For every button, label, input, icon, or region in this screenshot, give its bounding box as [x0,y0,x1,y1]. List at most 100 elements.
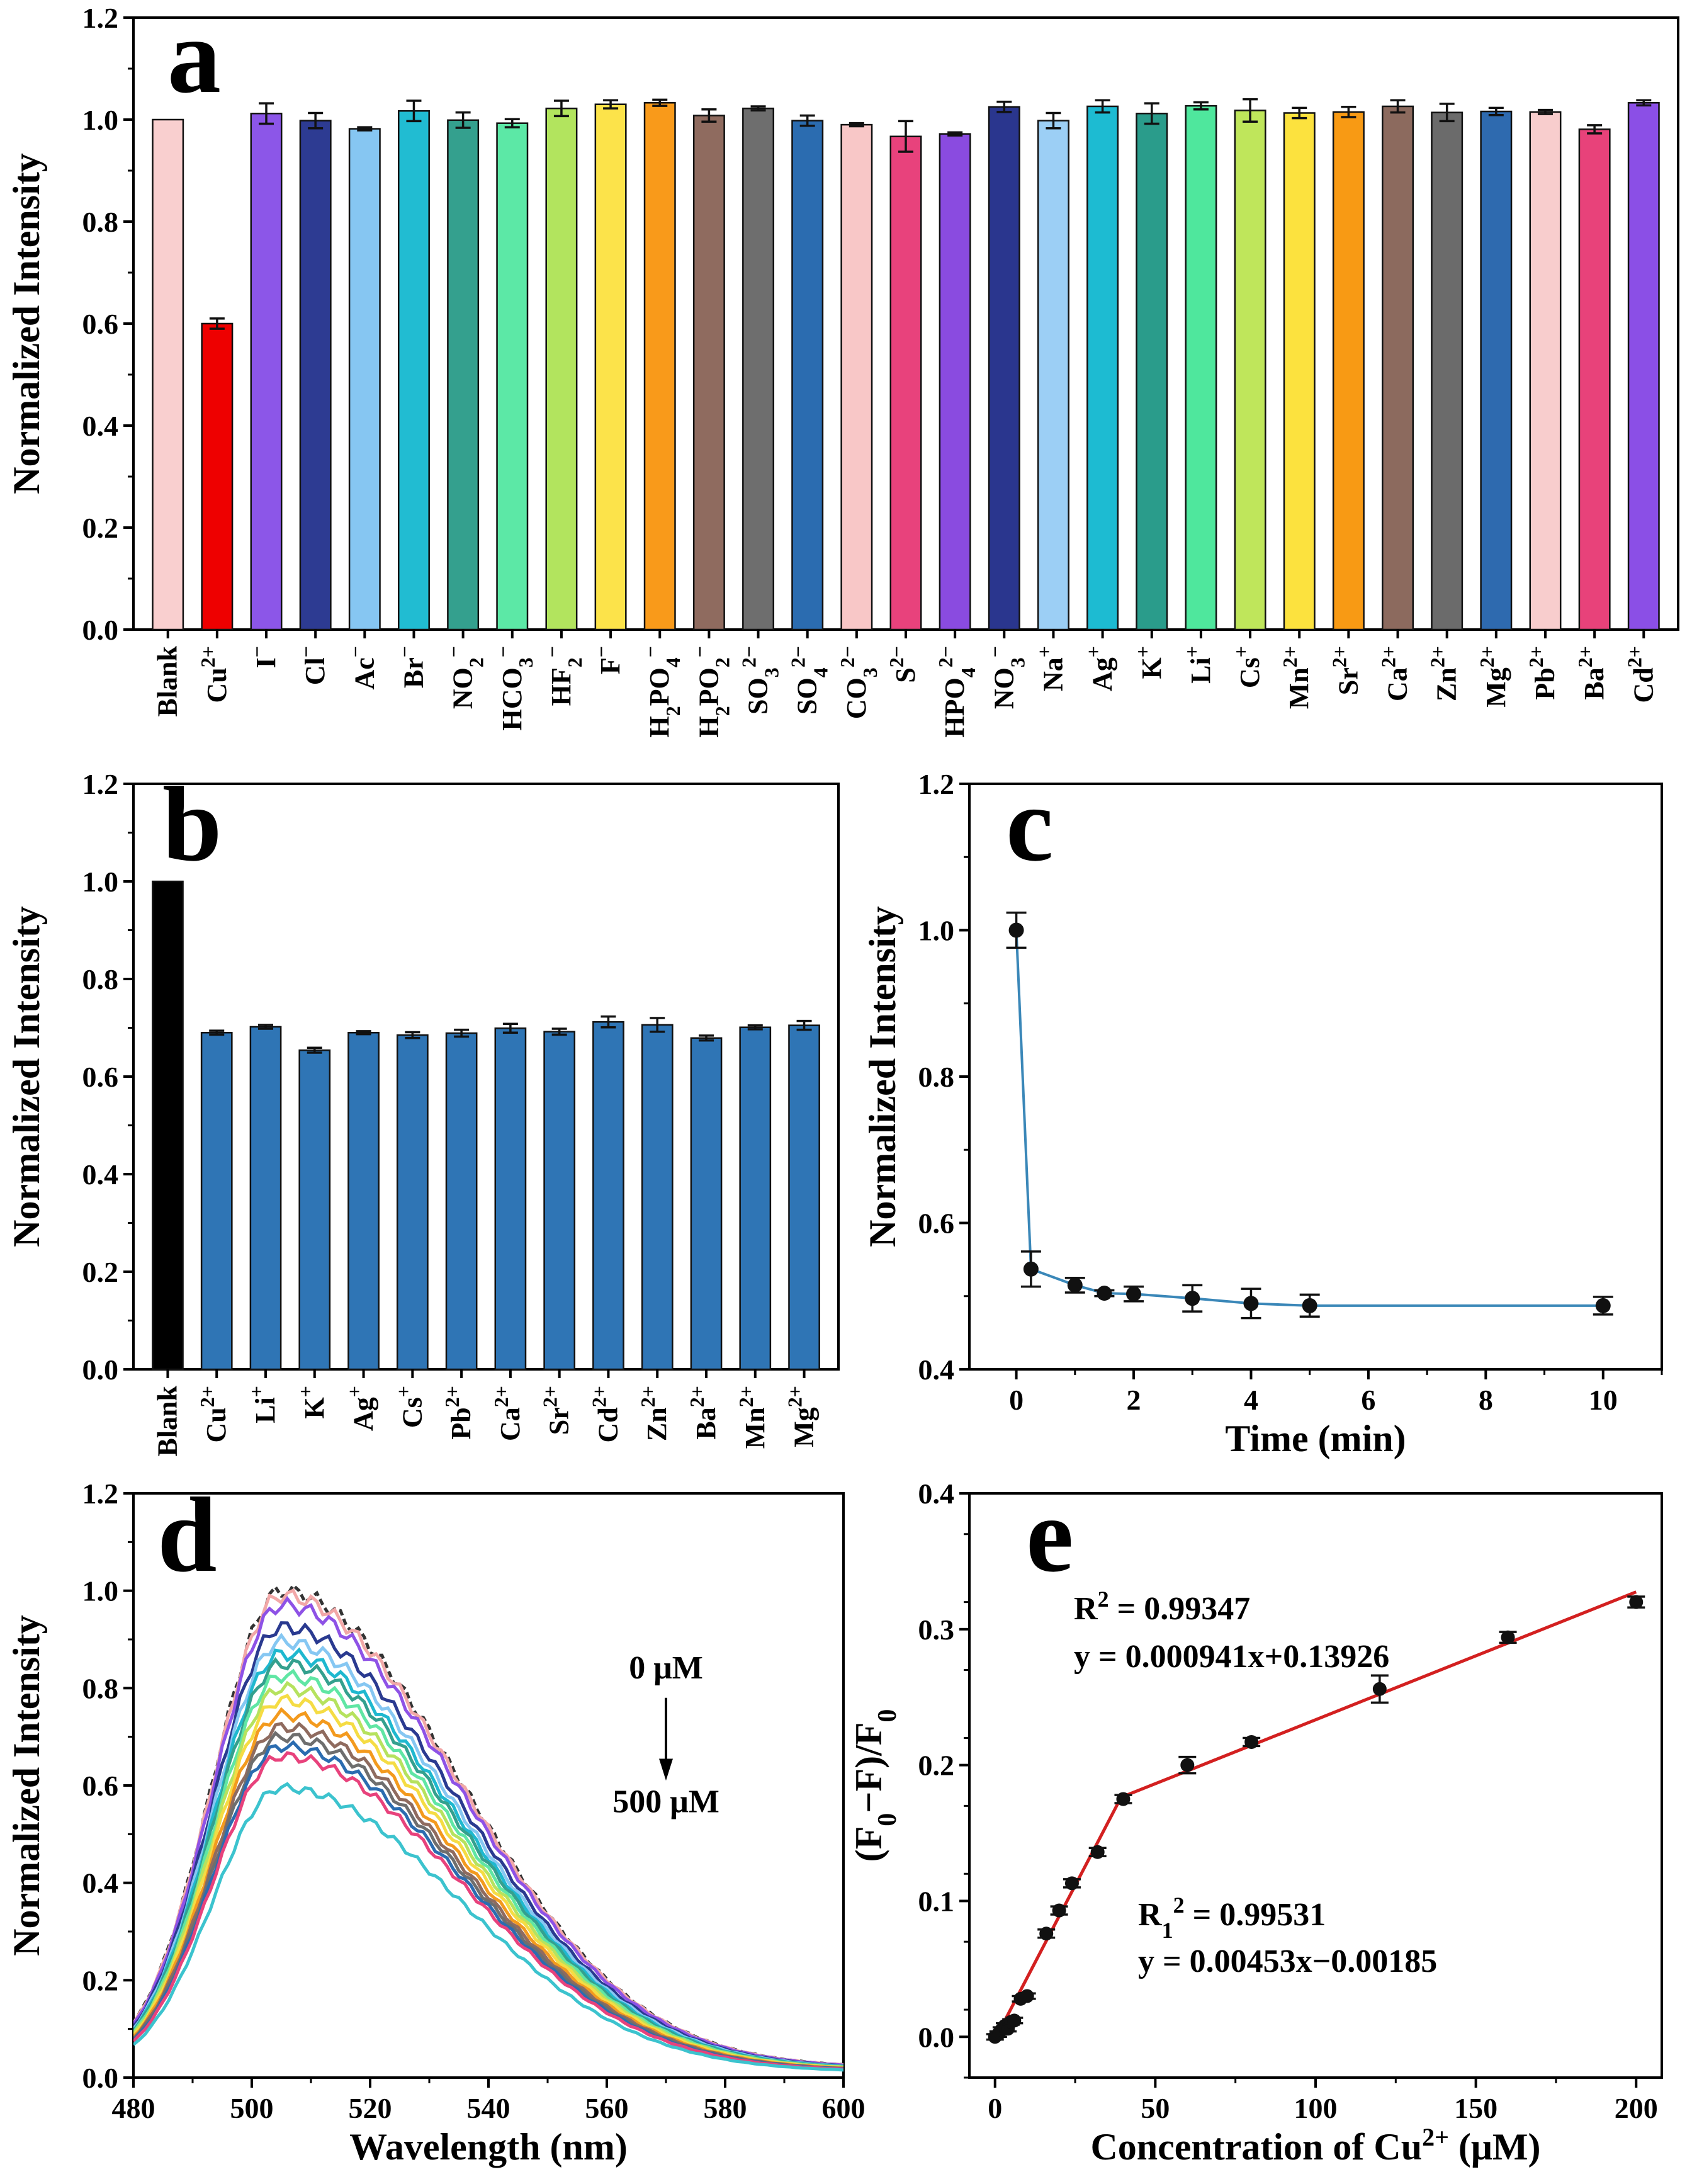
bar [791,120,824,631]
category-label: SO42− [787,646,832,715]
category-label: NO2− [443,646,488,709]
r2-annotation: R2 = 0.99347 [1074,1587,1250,1627]
category-label: Sr2+ [539,1386,575,1435]
category-label: Pb2+ [1525,646,1560,700]
x-tick-label: 540 [467,2092,510,2124]
bar [1578,128,1611,631]
y-axis-label: Normalized Intensity [6,906,47,1247]
category-label: Zn2+ [1426,646,1462,701]
category-label: K+ [1131,646,1167,679]
x-tick-label: 560 [585,2092,629,2124]
y-tick-label: 1.0 [918,915,955,947]
bar [249,1026,282,1371]
spectrum-line [133,1751,843,2071]
category-label: Cs+ [1229,646,1265,688]
bar [1529,111,1562,631]
y-tick-label: 1.2 [82,2,119,34]
x-axis-label: Time (min) [1225,1418,1406,1459]
category-label: H2PO4− [639,646,684,738]
category-label: Li+ [1180,646,1216,684]
data-point [1501,1630,1515,1644]
bar [397,110,430,631]
category-label: Blank [152,1385,183,1456]
category-label: Cu2+ [196,1386,232,1442]
concentration-end-label: 500 μM [612,1784,719,1820]
category-label: Cd2+ [587,1386,623,1442]
y-tick-label: 0.4 [82,1867,119,1899]
bar [1382,105,1414,631]
y-tick-label: 0.4 [918,1478,955,1510]
bar [988,106,1020,631]
x-tick-label: 2 [1127,1384,1141,1416]
y-tick-label: 1.0 [82,866,119,898]
x-tick-label: 6 [1361,1384,1375,1416]
bar [1431,111,1464,631]
category-label: Cl− [295,646,330,685]
x-tick-label: 0 [1009,1384,1024,1416]
category-label: Ac− [344,646,380,690]
panel-a: 0.0 0.2 0.4 0.6 0.8 1.0 1.2 Normalized Intensit… [6,0,1679,738]
bar [298,1049,331,1371]
bar [545,107,578,631]
y-tick-label: 0.4 [82,410,119,442]
concentration-start-label: 0 μM [629,1650,703,1686]
data-point [1372,1682,1387,1696]
x-axis-label: Wavelength (nm) [349,2126,628,2168]
bar [594,103,627,631]
bar [1332,111,1365,631]
x-tick-label: 200 [1615,2092,1658,2124]
y-tick-label: 0.6 [82,1770,119,1802]
y-axis-label: Normalized Intensity [862,906,903,1247]
category-label: Zn2+ [636,1386,672,1441]
y-tick-label: 0.2 [82,1964,119,1996]
y-tick-label: 0.6 [82,308,119,340]
category-label: Ag+ [1082,646,1118,691]
panel-d: 0.0 0.2 0.4 0.6 0.8 1.0 1.2 Normalized Intensit… [6,1476,866,2168]
bar [494,1027,527,1371]
x-tick-label: 10 [1589,1384,1618,1416]
bar [592,1021,624,1371]
y-tick-label: 0.4 [918,1354,955,1386]
x-tick-label: 4 [1244,1384,1258,1416]
x-tick-label: 8 [1479,1384,1493,1416]
bar [152,118,184,631]
bar [788,1024,820,1371]
category-label: F− [590,646,626,674]
y-tick-label: 0.0 [82,1354,119,1386]
data-point [1097,1286,1112,1301]
category-label: I− [245,646,281,668]
data-point [1064,1876,1079,1891]
bar [840,123,873,631]
y-axis-label: (F0−F)/F0 [848,1709,902,1862]
y-tick-label: 0.8 [82,206,119,238]
category-label: Cu2+ [196,646,232,703]
bar [692,115,725,631]
data-point [1052,1903,1066,1918]
data-point [1629,1595,1644,1609]
y-tick-label: 0.1 [918,1885,955,1917]
data-point [1020,1989,1034,2003]
x-tick-label: 100 [1294,2092,1338,2124]
bar [1283,112,1316,631]
y-axis-label: Normalized Intensity [6,1615,47,1956]
bar [543,1031,576,1371]
data-point [1007,2013,1022,2028]
data-point [1180,1758,1195,1772]
y-tick-label: 0.8 [82,1672,119,1704]
y-axis-label: Normalized Intensity [6,153,47,494]
category-label: Mg2+ [1475,646,1511,708]
panel-letter: e [1026,1476,1073,1594]
x-tick-label: 500 [230,2092,274,2124]
category-label: SO32− [738,646,783,715]
bar [152,880,184,1371]
spectrum-line [133,1782,843,2072]
bar [299,120,332,631]
panel-letter: d [157,1476,217,1594]
x-tick-label: 0 [988,2092,1002,2124]
x-tick-label: 520 [349,2092,392,2124]
equation-high: y = 0.000941x+0.13926 [1074,1639,1389,1675]
data-point [1244,1734,1259,1749]
bar [447,119,480,631]
x-tick-label: 600 [822,2092,866,2124]
category-label: Mn2+ [735,1386,770,1449]
